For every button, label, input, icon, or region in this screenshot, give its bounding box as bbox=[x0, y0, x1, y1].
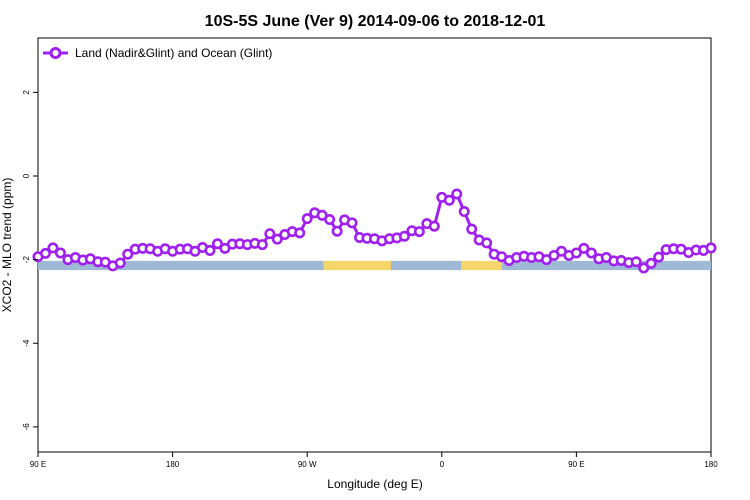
data-point bbox=[645, 257, 657, 269]
y-tick-label: -4 bbox=[22, 339, 31, 347]
data-point bbox=[481, 237, 493, 249]
y-tick-label: 2 bbox=[22, 90, 31, 95]
band-segment-land bbox=[461, 260, 502, 271]
data-point bbox=[428, 220, 440, 232]
band-segment-ocean bbox=[390, 260, 462, 271]
chart-title: 10S-5S June (Ver 9) 2014-09-06 to 2018-1… bbox=[205, 13, 546, 30]
data-point bbox=[256, 239, 268, 251]
land-ocean-band bbox=[38, 260, 711, 271]
y-tick-label: -6 bbox=[22, 423, 31, 431]
data-point bbox=[204, 244, 216, 256]
x-axis-label: Longitude (deg E) bbox=[327, 477, 422, 491]
data-point bbox=[114, 257, 126, 269]
data-point bbox=[630, 256, 642, 268]
data-point bbox=[264, 228, 276, 240]
data-point bbox=[578, 242, 590, 254]
data-point bbox=[653, 251, 665, 263]
data-point bbox=[122, 248, 134, 260]
data-point bbox=[211, 238, 223, 250]
data-point bbox=[301, 213, 313, 225]
y-tick-label: -2 bbox=[22, 256, 31, 264]
data-point bbox=[413, 226, 425, 238]
legend-label: Land (Nadir&Glint) and Ocean (Glint) bbox=[75, 46, 272, 60]
data-point bbox=[39, 247, 51, 259]
legend: Land (Nadir&Glint) and Ocean (Glint) bbox=[43, 46, 272, 60]
data-point bbox=[451, 188, 463, 200]
x-tick-label: 90 E bbox=[30, 460, 46, 469]
y-axis: 2 0 -2 -4 -6 bbox=[22, 90, 38, 431]
data-point bbox=[54, 247, 66, 259]
data-point bbox=[294, 227, 306, 239]
data-point bbox=[466, 223, 478, 235]
data-point bbox=[324, 213, 336, 225]
band-segment-ocean bbox=[501, 260, 711, 271]
series-points-group bbox=[32, 188, 717, 274]
x-tick-label: 90 W bbox=[298, 460, 317, 469]
data-point bbox=[570, 247, 582, 259]
y-axis-label: XCO2 - MLO trend (ppm) bbox=[0, 178, 14, 313]
data-point bbox=[271, 233, 283, 245]
x-axis: 90 E 180 90 W 0 90 E 180 bbox=[30, 452, 718, 469]
x-tick-label: 0 bbox=[440, 460, 445, 469]
data-point bbox=[705, 242, 717, 254]
data-point bbox=[638, 262, 650, 274]
legend-marker-swatch bbox=[49, 47, 62, 59]
x-tick-label: 180 bbox=[166, 460, 180, 469]
data-point bbox=[585, 247, 597, 259]
data-point bbox=[47, 242, 59, 254]
data-point bbox=[346, 217, 358, 229]
y-tick-label: 0 bbox=[22, 173, 31, 178]
data-point bbox=[331, 225, 343, 237]
data-point bbox=[398, 230, 410, 242]
data-point bbox=[458, 206, 470, 218]
band-segment-ocean bbox=[38, 260, 324, 271]
data-point bbox=[443, 194, 455, 206]
x-tick-label: 90 E bbox=[568, 460, 584, 469]
band-segment-land bbox=[323, 260, 391, 271]
x-tick-label: 180 bbox=[704, 460, 718, 469]
